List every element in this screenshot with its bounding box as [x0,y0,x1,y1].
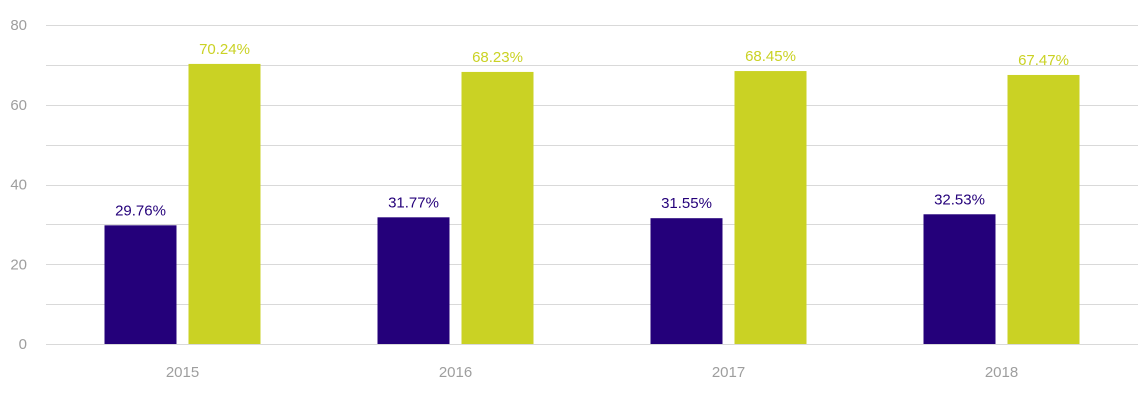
bar [923,214,996,344]
x-tick-label: 2016 [439,364,472,381]
data-label: 32.53% [934,191,985,208]
data-label: 67.47% [1018,52,1069,69]
y-tick-label: 0 [19,336,27,353]
bar [734,71,807,344]
y-axis: 0 20 40 60 80 [10,17,27,353]
data-label: 29.76% [115,202,166,219]
y-tick-label: 40 [10,177,27,194]
data-labels: 29.76% 70.24% 31.77% 68.23% 31.55% 68.45% 32.5… [115,41,1069,219]
x-tick-label: 2017 [712,364,745,381]
data-label: 68.23% [472,49,523,66]
data-label: 31.77% [388,194,439,211]
data-label: 68.45% [745,48,796,65]
bars [104,63,1080,345]
data-label: 70.24% [199,41,250,58]
x-axis: 2015 2016 2017 2018 [166,364,1018,381]
y-tick-label: 80 [10,17,27,34]
y-tick-label: 20 [10,256,27,273]
bar [1007,74,1080,344]
data-label: 31.55% [661,195,712,212]
y-tick-label: 60 [10,97,27,114]
bar [377,217,450,344]
bar [188,63,261,344]
bar [104,225,177,344]
bar [461,71,534,345]
x-tick-label: 2015 [166,364,199,381]
bar [650,218,723,344]
x-tick-label: 2018 [985,364,1018,381]
